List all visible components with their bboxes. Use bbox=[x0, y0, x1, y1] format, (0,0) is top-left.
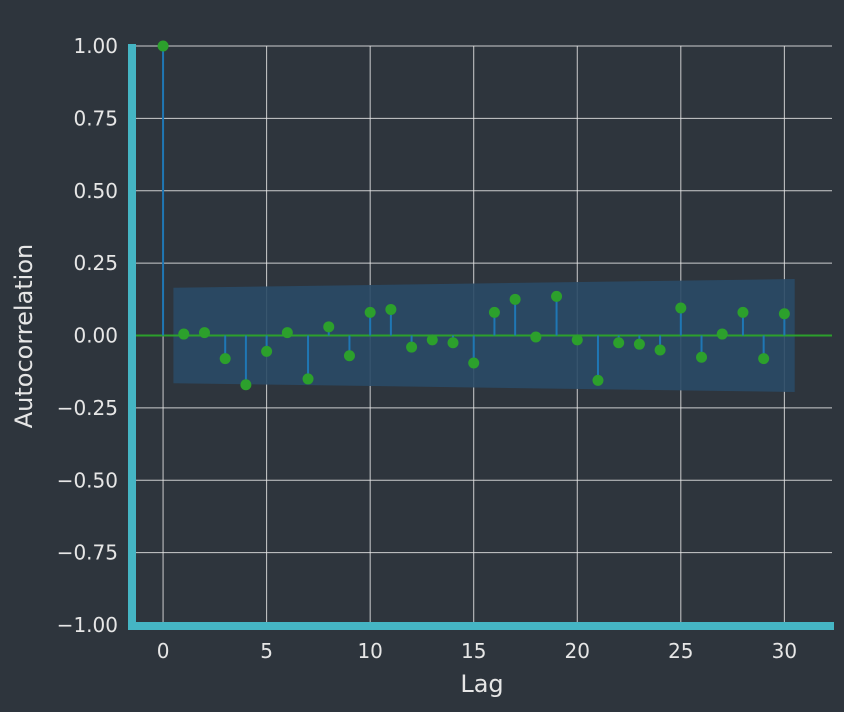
marker-lag-13 bbox=[426, 334, 438, 346]
marker-lag-29 bbox=[758, 353, 770, 365]
marker-lag-1 bbox=[178, 328, 190, 340]
markers bbox=[157, 40, 790, 391]
marker-lag-17 bbox=[509, 293, 521, 305]
marker-lag-6 bbox=[281, 327, 293, 339]
marker-lag-19 bbox=[551, 290, 563, 302]
marker-lag-0 bbox=[157, 40, 169, 52]
marker-lag-5 bbox=[261, 345, 273, 357]
marker-lag-24 bbox=[654, 344, 666, 356]
marker-lag-25 bbox=[675, 302, 687, 314]
y-tick-label: 1.00 bbox=[73, 34, 118, 58]
marker-lag-15 bbox=[468, 357, 480, 369]
marker-lag-10 bbox=[364, 306, 376, 318]
marker-lag-14 bbox=[447, 337, 459, 349]
marker-lag-23 bbox=[633, 338, 645, 350]
y-tick-label: −0.50 bbox=[57, 468, 118, 492]
y-tick-labels: 1.00 0.75 0.50 0.25 0.00 −0.25 −0.50 −0.75 −1.00 bbox=[57, 34, 118, 637]
y-tick-label: −0.75 bbox=[57, 541, 118, 565]
marker-lag-21 bbox=[592, 374, 604, 386]
marker-lag-30 bbox=[778, 308, 790, 320]
marker-lag-27 bbox=[716, 328, 728, 340]
marker-lag-8 bbox=[323, 321, 335, 333]
x-tick-label: 25 bbox=[668, 639, 693, 663]
marker-lag-22 bbox=[613, 337, 625, 349]
marker-lag-20 bbox=[571, 334, 583, 346]
y-tick-label: 0.00 bbox=[73, 324, 118, 348]
y-tick-label: 0.50 bbox=[73, 179, 118, 203]
x-tick-label: 20 bbox=[565, 639, 590, 663]
marker-lag-2 bbox=[198, 327, 210, 339]
marker-lag-3 bbox=[219, 353, 231, 365]
axis-spines bbox=[128, 44, 834, 630]
marker-lag-9 bbox=[343, 350, 355, 362]
marker-lag-16 bbox=[488, 306, 500, 318]
marker-lag-4 bbox=[240, 379, 252, 391]
y-tick-label: −1.00 bbox=[57, 613, 118, 637]
marker-lag-26 bbox=[696, 351, 708, 363]
x-tick-label: 10 bbox=[357, 639, 382, 663]
bottom-spine bbox=[128, 622, 834, 630]
y-tick-label: −0.25 bbox=[57, 396, 118, 420]
left-spine bbox=[128, 44, 136, 629]
y-tick-label: 0.25 bbox=[73, 251, 118, 275]
marker-lag-18 bbox=[530, 331, 542, 343]
marker-lag-7 bbox=[302, 373, 314, 385]
marker-lag-28 bbox=[737, 306, 749, 318]
x-tick-label: 15 bbox=[461, 639, 486, 663]
y-axis-label: Autocorrelation bbox=[10, 244, 38, 429]
x-tick-labels: 0 5 10 15 20 25 30 bbox=[157, 639, 797, 663]
x-tick-label: 30 bbox=[772, 639, 797, 663]
x-tick-label: 0 bbox=[157, 639, 170, 663]
marker-lag-11 bbox=[385, 303, 397, 315]
grid bbox=[132, 45, 832, 626]
y-tick-label: 0.75 bbox=[73, 106, 118, 130]
x-tick-label: 5 bbox=[260, 639, 273, 663]
x-axis-label: Lag bbox=[460, 670, 503, 698]
marker-lag-12 bbox=[406, 341, 418, 353]
